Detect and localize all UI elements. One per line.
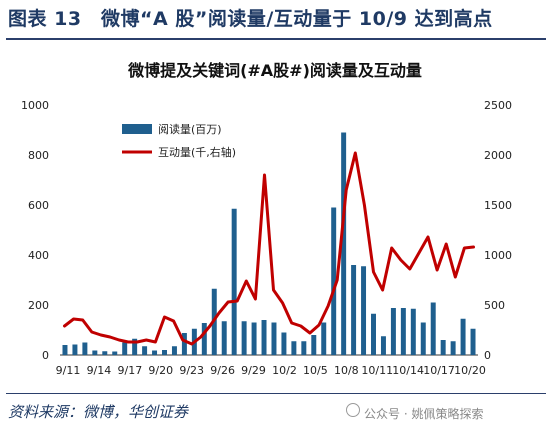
bar-reads xyxy=(251,322,257,355)
bar-reads xyxy=(410,308,416,355)
bar-reads xyxy=(341,132,347,355)
bar-reads xyxy=(221,321,227,355)
bar-reads xyxy=(142,346,148,355)
figure-header: 图表 13 微博“A 股”阅读量/互动量于 10/9 达到高点 xyxy=(0,0,550,40)
y-right-tick-label: 0 xyxy=(484,349,491,362)
bar-reads xyxy=(152,350,158,355)
bar-reads xyxy=(112,351,118,355)
x-tick-label: 9/23 xyxy=(179,364,204,377)
chart-title: 微博提及关键词(#A股#)阅读量及互动量 xyxy=(127,61,422,80)
bar-reads xyxy=(450,341,456,355)
x-tick-label: 10/11 xyxy=(361,364,393,377)
x-tick-label: 9/20 xyxy=(148,364,173,377)
bar-reads xyxy=(171,346,177,355)
x-tick-label: 9/11 xyxy=(56,364,81,377)
bar-reads xyxy=(351,265,357,355)
bar-reads xyxy=(162,350,167,355)
watermark-text: 公众号 · 姚佩策略探索 xyxy=(364,407,484,421)
bar-reads xyxy=(231,208,237,355)
x-tick-label: 9/29 xyxy=(241,364,266,377)
bar-reads xyxy=(102,351,108,355)
figure-title: 图表 13 微博“A 股”阅读量/互动量于 10/9 达到高点 xyxy=(8,8,493,30)
bar-reads xyxy=(420,322,426,355)
bar-reads xyxy=(241,321,247,355)
header-divider xyxy=(6,38,546,40)
bar-reads xyxy=(430,302,436,355)
bar-reads xyxy=(301,341,307,355)
bar-reads xyxy=(132,338,138,355)
bar-reads xyxy=(460,318,466,355)
bar-reads xyxy=(92,350,98,355)
wechat-logo-icon xyxy=(346,403,360,417)
x-tick-label: 10/17 xyxy=(423,364,455,377)
x-tick-label: 9/17 xyxy=(117,364,142,377)
bar-reads xyxy=(281,332,287,355)
bar-reads xyxy=(470,328,476,355)
bar-reads xyxy=(261,320,267,355)
x-tick-label: 9/26 xyxy=(210,364,235,377)
legend-bar-swatch xyxy=(122,124,152,134)
bar-reads xyxy=(311,335,317,355)
y-left-tick-label: 800 xyxy=(28,149,49,162)
x-tick-label: 10/5 xyxy=(303,364,328,377)
y-left-tick-label: 400 xyxy=(28,249,49,262)
y-right-tick-label: 1000 xyxy=(484,249,512,262)
chart: 微博提及关键词(#A股#)阅读量及互动量 0 200 400 600 800 1000 0 50… xyxy=(21,61,512,377)
line-interactions xyxy=(63,151,475,346)
footer-divider xyxy=(6,393,546,394)
bar-reads xyxy=(181,333,187,355)
bar-reads xyxy=(62,345,68,355)
legend-line-label: 互动量(千,右轴) xyxy=(158,145,236,159)
source-note: 资料来源：微博，华创证券 xyxy=(8,403,189,421)
y-left-tick-label: 0 xyxy=(42,349,49,362)
y-left-tick-label: 200 xyxy=(28,299,49,312)
legend-bar-label: 阅读量(百万) xyxy=(158,122,222,136)
bar-reads xyxy=(271,322,277,355)
y-right-tick-label: 500 xyxy=(484,299,505,312)
x-tick-label: 10/8 xyxy=(334,364,359,377)
bar-reads xyxy=(82,342,88,355)
bar-reads xyxy=(440,340,446,355)
bar-reads xyxy=(291,341,297,355)
y-left-tick-label: 1000 xyxy=(21,99,49,112)
x-tick-label: 10/14 xyxy=(392,364,424,377)
bar-reads xyxy=(361,266,367,355)
bar-reads xyxy=(380,336,386,355)
bar-reads xyxy=(122,342,128,355)
bar-reads xyxy=(72,344,78,355)
bar-reads xyxy=(390,308,396,355)
y-right-tick-label: 2500 xyxy=(484,99,512,112)
x-tick-label: 10/2 xyxy=(272,364,297,377)
y-right-tick-label: 2000 xyxy=(484,149,512,162)
x-tick-label: 10/20 xyxy=(454,364,486,377)
y-left-tick-label: 600 xyxy=(28,199,49,212)
bar-reads xyxy=(321,322,327,355)
bar-reads xyxy=(400,308,406,355)
bar-reads xyxy=(201,323,207,355)
x-tick-label: 9/14 xyxy=(87,364,112,377)
bar-reads xyxy=(371,313,376,355)
bar-reads xyxy=(331,207,337,355)
y-right-tick-label: 1500 xyxy=(484,199,512,212)
